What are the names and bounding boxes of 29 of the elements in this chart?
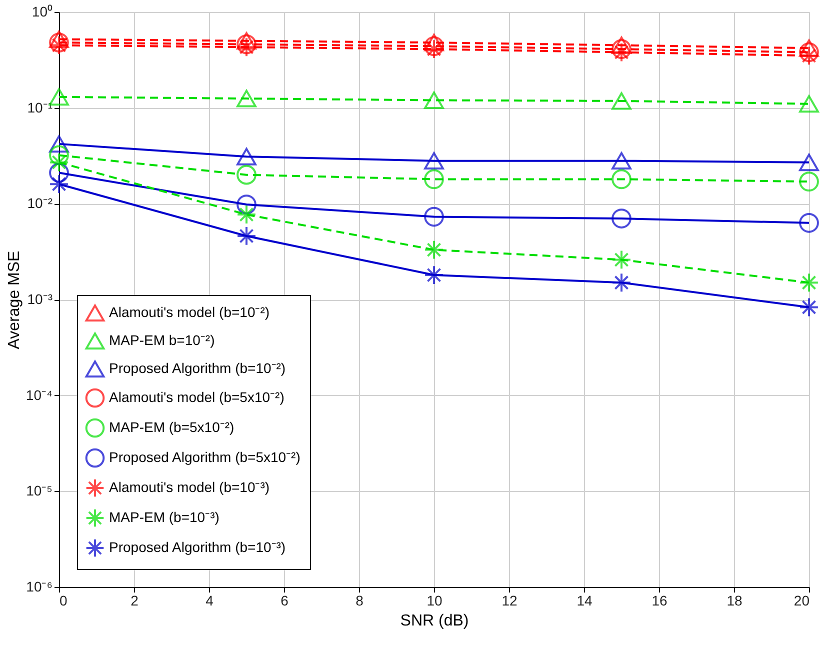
y-tick-label: 10⁻⁴ [26,386,52,403]
y-tick-label: 10⁻³ [27,291,53,307]
x-tick-label: 12 [502,592,518,608]
x-tick-label: 6 [280,592,289,608]
y-axis-title: Average MSE [6,250,23,350]
legend-label: MAP-EM (b=5x10⁻²) [109,419,234,435]
legend-label: MAP-EM b=10⁻²) [109,332,215,348]
legend-label: Proposed Algorithm (b=10⁻²) [109,360,286,376]
x-tick-label: 14 [576,592,592,608]
legend-label: Alamouti's model (b=10⁻³) [109,479,270,495]
x-tick-label: 10 [426,592,442,608]
y-tick-label: 10⁻² [27,195,53,212]
legend-label: Alamouti's model (b=10⁻²) [109,304,270,320]
x-tick-label: 0 [60,592,68,608]
y-tick-label: 10⁰ [32,4,52,20]
legend-label: MAP-EM (b=10⁻³) [109,509,220,525]
x-tick-label: 4 [206,592,214,608]
x-tick-label: 20 [794,592,810,608]
x-axis-title: SNR (dB) [400,612,469,630]
x-tick-label: 8 [356,592,364,608]
y-tick-label: 10⁻⁶ [26,578,52,594]
legend-label: Proposed Algorithm (b=10⁻³) [109,539,286,555]
legend-label: Proposed Algorithm (b=5x10⁻²) [109,449,300,465]
x-tick-label: 2 [130,592,139,608]
y-tick-label: 10⁻¹ [27,99,53,116]
x-tick-label: 18 [726,592,742,608]
y-tick-label: 10⁻⁵ [26,482,52,499]
legend-label: Alamouti's model (b=5x10⁻²) [109,389,284,405]
x-tick-label: 16 [652,592,668,608]
